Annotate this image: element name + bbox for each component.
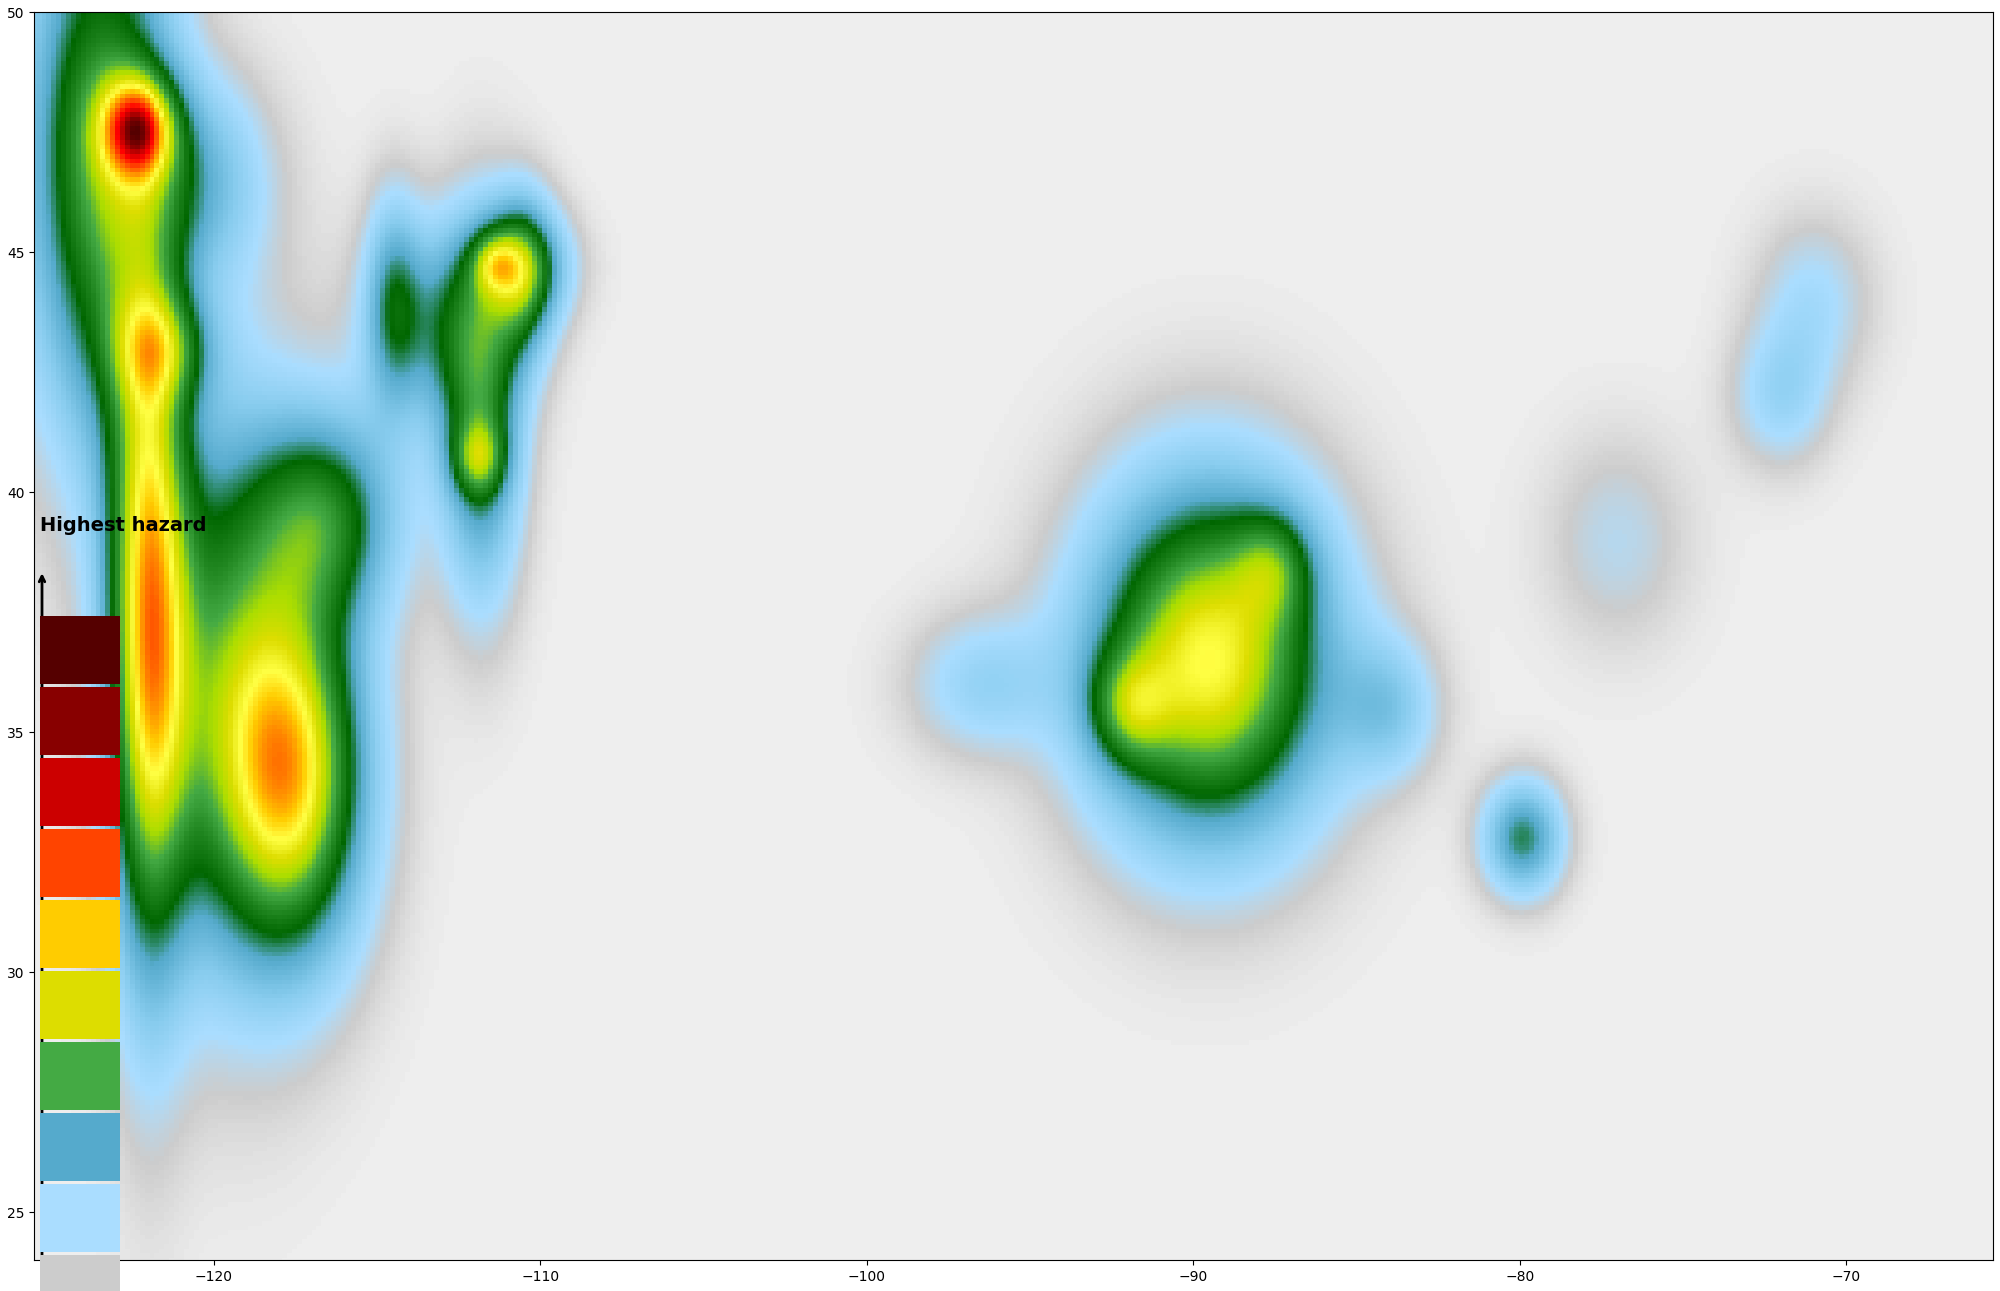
Text: Highest hazard: Highest hazard: [40, 516, 206, 536]
